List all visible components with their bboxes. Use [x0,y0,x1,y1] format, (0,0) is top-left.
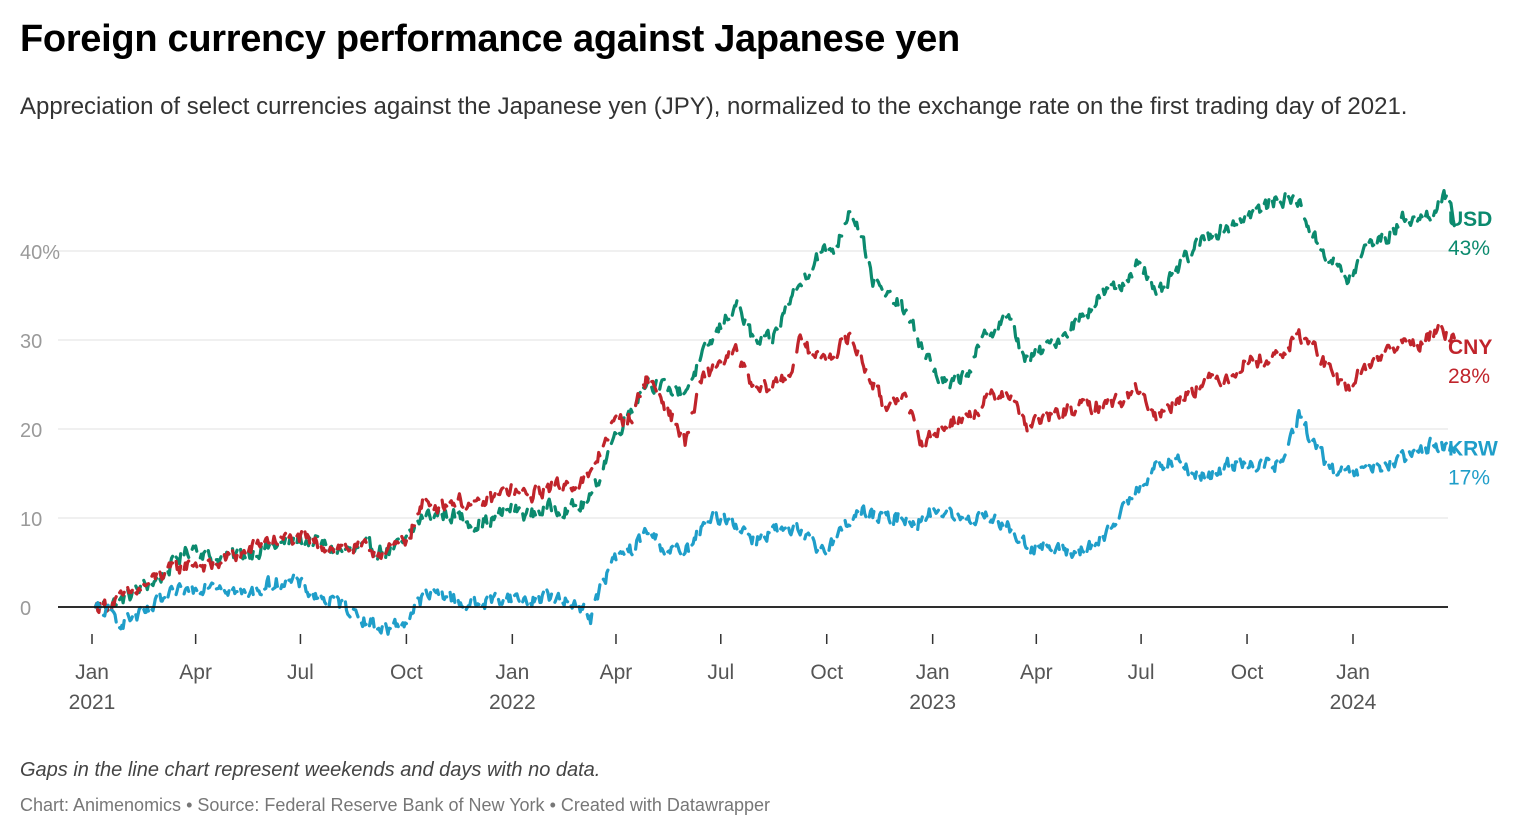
y-tick-label: 10 [20,509,42,531]
line-chart: 0 10 20 30 40% Jan 2021 Apr Jul Oct Jan 2022 Apr Jul… [20,0,1498,714]
series-line-usd [96,191,1458,611]
tool-credit: Created with Datawrapper [560,795,770,815]
x-tick-label: Jul [1128,661,1155,684]
chart-author: Chart: Animenomics [20,795,182,815]
series-label-cny: CNY [1448,336,1492,359]
y-tick-label: 20 [20,420,42,442]
series-value-krw: 17% [1448,467,1490,490]
x-tick-year: 2024 [1330,691,1377,714]
x-tick-label: Jan [75,661,109,684]
y-tick-label: 30 [20,331,42,353]
y-tick-label: 40% [20,242,60,264]
x-tick-year: 2021 [69,691,116,714]
x-tick-year: 2022 [489,691,536,714]
series-value-usd: 43% [1448,237,1490,260]
footnote: Gaps in the line chart represent weekend… [20,759,601,781]
axes: Jan 2021 Apr Jul Oct Jan 2022 Apr Jul Oct Jan 2023 A… [58,606,1448,714]
series-value-cny: 28% [1448,365,1490,388]
x-tick-label: Oct [1231,661,1264,684]
chart-title: Foreign currency performance against Jap… [20,18,960,60]
x-tick-label: Jan [495,661,529,684]
credit-line: Chart: Animenomics • Source: Federal Reser… [20,795,770,816]
gridlines: 0 10 20 30 40% [20,242,1448,620]
series-lines [96,191,1458,635]
x-tick-label: Apr [179,661,212,684]
separator: • [549,795,556,815]
series-line-cny [96,326,1458,613]
x-tick-label: Jul [707,661,734,684]
y-tick-label: 0 [20,598,31,620]
series-label-usd: USD [1448,208,1492,231]
separator: • [186,795,193,815]
chart-subtitle: Appreciation of select currencies agains… [20,93,1408,120]
x-tick-label: Jan [1336,661,1370,684]
x-tick-label: Apr [1020,661,1053,684]
x-tick-year: 2023 [909,691,956,714]
x-tick-label: Oct [810,661,843,684]
x-tick-label: Jan [916,661,950,684]
x-tick-label: Apr [600,661,633,684]
series-label-krw: KRW [1448,438,1498,461]
series-line-krw [96,411,1458,635]
x-tick-label: Jul [287,661,314,684]
x-tick-label: Oct [390,661,423,684]
series-end-labels: USD 43% CNY 28% KRW 17% [1448,208,1498,490]
data-source: Source: Federal Reserve Bank of New York [197,795,545,815]
